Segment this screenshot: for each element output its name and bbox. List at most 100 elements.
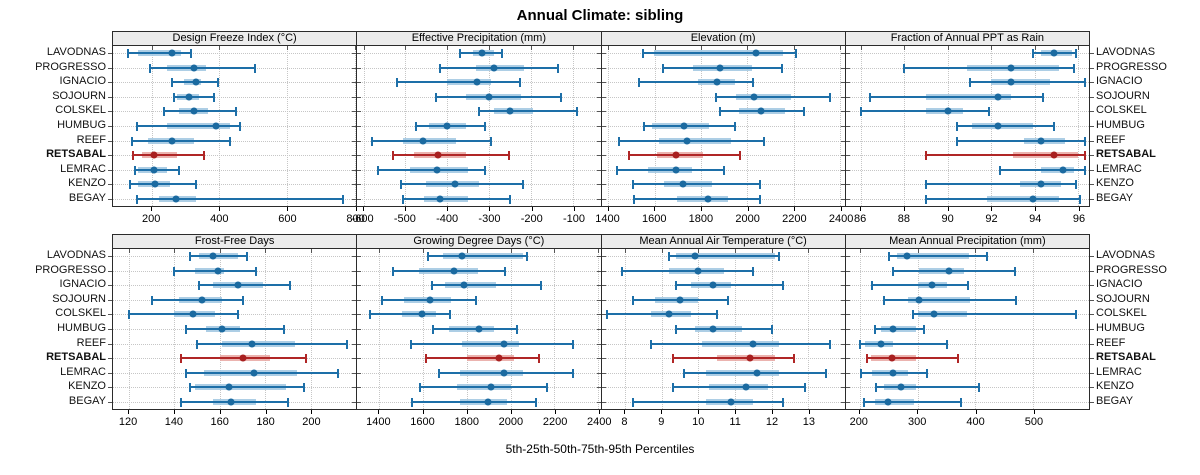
p95-cap [1015, 295, 1018, 305]
x-tick-label: 2400 [828, 213, 854, 225]
median-dot [889, 325, 897, 333]
y-tick-left [352, 155, 357, 157]
site-label-kenzo: KENZO [68, 380, 106, 393]
y-tick-left [108, 67, 112, 69]
site-label-retsabal: RETSABAL [1096, 148, 1156, 161]
site-label-progresso: PROGRESSO [35, 263, 106, 276]
y-tick-left [352, 198, 357, 200]
p5-cap [132, 151, 135, 161]
p5-cap [391, 151, 394, 161]
p95-cap [792, 354, 795, 364]
p5-cap [438, 368, 441, 378]
p5-cap [418, 383, 421, 393]
panel-axis: 200 300 400 500 [845, 410, 1090, 434]
p95-cap [289, 281, 292, 291]
y-tick-right [845, 184, 850, 186]
median-dot [212, 122, 220, 130]
median-dot [225, 383, 233, 391]
y-tick-right [357, 126, 362, 127]
median-dot [757, 107, 765, 115]
y-tick-left [840, 285, 845, 287]
median-dot [168, 137, 176, 145]
y-tick-right [1090, 67, 1094, 69]
p95-cap [490, 136, 493, 146]
x-tick-top [735, 249, 736, 253]
x-tick [698, 410, 700, 414]
p95-cap [1053, 122, 1056, 131]
y-tick-left [352, 53, 357, 55]
x-tick-label: 88 [897, 213, 910, 225]
p95-cap [956, 354, 959, 364]
site-label-reef: REEF [76, 336, 106, 349]
p5-cap [377, 165, 380, 175]
y-tick-left [108, 126, 112, 127]
whisker-line [863, 400, 961, 403]
p5-cap [180, 354, 183, 364]
y-tick-left [840, 155, 845, 157]
y-tick-left [352, 256, 357, 258]
y-tick-right [357, 140, 362, 142]
median-dot [426, 296, 434, 304]
x-tick [624, 410, 626, 414]
p5-cap [477, 107, 480, 117]
x-tick [1079, 207, 1081, 211]
site-label-lavodnas: LAVODNAS [1096, 249, 1156, 262]
whisker-line [402, 197, 511, 200]
p5-cap [718, 107, 721, 117]
p95-cap [1013, 266, 1016, 276]
x-tick-top [747, 46, 749, 50]
site-label-reef: REEF [76, 133, 106, 146]
p95-cap [1083, 136, 1086, 146]
h-gridline [845, 343, 1089, 345]
h-gridline [845, 401, 1089, 403]
y-tick-right [1090, 387, 1094, 389]
x-tick-top [466, 249, 468, 253]
y-tick-right [357, 314, 362, 316]
y-tick-right [601, 198, 606, 200]
y-tick-left [596, 82, 601, 84]
p95-cap [545, 383, 548, 393]
y-tick-left [840, 82, 845, 84]
median-dot [490, 64, 498, 72]
p95-cap [752, 78, 755, 88]
whisker-line [860, 110, 990, 113]
p95-cap [781, 397, 784, 407]
x-tick-top [447, 46, 449, 50]
x-tick [599, 410, 601, 414]
y-tick-right [845, 314, 850, 316]
p5-cap [370, 136, 373, 146]
h-gridline [845, 372, 1089, 374]
whisker-line [669, 255, 779, 258]
x-tick-label: 200 [849, 416, 868, 428]
panel-axis: 200 400 600 800 [112, 207, 365, 231]
panel-axis: 120 140 160 180 200 [112, 410, 357, 434]
whisker-line [926, 183, 1076, 186]
p95-cap [534, 397, 537, 407]
bottom-right-site-labels: LAVODNAS PROGRESSO IGNACIO SOJOURN COLSKEL HU… [1090, 248, 1200, 408]
x-tick-top [947, 46, 949, 50]
site-label-ignacio: IGNACIO [1096, 75, 1143, 88]
p5-cap [925, 180, 928, 190]
p5-cap [925, 194, 928, 204]
panel-strip: Mean Annual Air Temperature (°C) [600, 234, 846, 249]
x-tick [841, 207, 843, 211]
y-tick-right [601, 82, 606, 84]
y-tick-left [108, 184, 112, 186]
y-tick-left [840, 256, 845, 258]
x-tick [287, 207, 289, 211]
p95-cap [960, 397, 962, 407]
x-tick [747, 207, 749, 211]
median-dot [704, 195, 712, 203]
p5-cap [873, 325, 876, 334]
p95-cap [945, 339, 948, 349]
median-dot [994, 93, 1002, 101]
median-dot [227, 398, 235, 406]
x-tick-top [265, 249, 267, 253]
x-tick [219, 410, 221, 414]
y-tick-right [357, 372, 362, 374]
y-tick-right [845, 256, 850, 258]
whisker-line [392, 154, 510, 157]
p95-cap [1072, 63, 1075, 73]
p5-cap [180, 397, 183, 407]
median-dot [694, 267, 702, 275]
